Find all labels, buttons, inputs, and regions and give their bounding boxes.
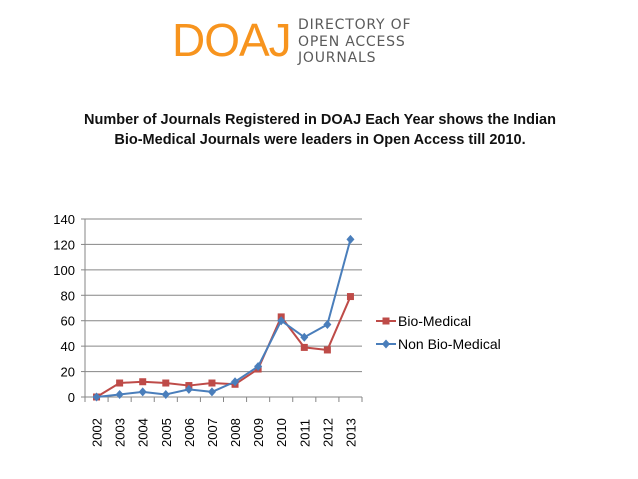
x-tick-label-2002: 2002 bbox=[90, 418, 105, 447]
data-point-non-bio-medical-2003 bbox=[115, 389, 124, 399]
data-point-bio-medical-2005 bbox=[162, 379, 170, 387]
legend-marker-non-bio-medical bbox=[382, 339, 390, 349]
data-point-non-bio-medical-2006 bbox=[184, 384, 193, 394]
doaj-logo-text: DIRECTORY OF OPEN ACCESS JOURNALS bbox=[298, 17, 411, 67]
x-tick-label-2011: 2011 bbox=[297, 419, 312, 447]
data-point-non-bio-medical-2013 bbox=[346, 234, 355, 244]
y-tick-label: 120 bbox=[53, 237, 75, 252]
y-tick-label: 0 bbox=[68, 390, 75, 405]
legend-label-non-bio-medical: Non Bio-Medical bbox=[398, 336, 501, 352]
y-tick-label: 60 bbox=[61, 314, 75, 329]
y-tick-label: 40 bbox=[61, 339, 75, 354]
logo-line-3: JOURNALS bbox=[298, 50, 377, 66]
x-tick-label-2008: 2008 bbox=[228, 418, 243, 447]
data-point-non-bio-medical-2002 bbox=[92, 392, 101, 402]
x-tick-label-2013: 2013 bbox=[343, 418, 358, 447]
data-point-non-bio-medical-2004 bbox=[138, 387, 147, 397]
data-point-bio-medical-2011 bbox=[300, 343, 308, 351]
data-point-non-bio-medical-2010 bbox=[277, 316, 286, 326]
x-tick-label-2004: 2004 bbox=[136, 418, 151, 447]
data-point-bio-medical-2004 bbox=[139, 378, 147, 386]
data-point-non-bio-medical-2009 bbox=[254, 361, 263, 371]
x-tick-label-2009: 2009 bbox=[251, 418, 266, 447]
data-point-bio-medical-2003 bbox=[116, 379, 124, 387]
chart-title: Number of Journals Registered in DOAJ Ea… bbox=[84, 112, 556, 148]
series-line-bio-medical bbox=[96, 296, 352, 398]
data-point-non-bio-medical-2007 bbox=[207, 387, 216, 397]
data-point-bio-medical-2007 bbox=[208, 379, 216, 387]
doaj-logo: DOAJ DIRECTORY OF OPEN ACCESS JOURNALS bbox=[172, 14, 412, 70]
x-tick-label-2005: 2005 bbox=[159, 418, 174, 447]
data-point-non-bio-medical-2011 bbox=[300, 332, 309, 342]
data-point-non-bio-medical-2012 bbox=[323, 320, 332, 330]
series-line-non-bio-medical bbox=[96, 239, 352, 398]
x-tick-label-2010: 2010 bbox=[274, 418, 289, 447]
doaj-logo-mark: DOAJ bbox=[172, 14, 292, 66]
data-point-bio-medical-2013 bbox=[346, 293, 354, 301]
data-point-bio-medical-2012 bbox=[323, 346, 331, 354]
y-tick-label: 20 bbox=[61, 365, 75, 380]
data-point-non-bio-medical-2008 bbox=[231, 377, 240, 387]
y-tick-label: 100 bbox=[53, 263, 75, 278]
x-tick-label-2007: 2007 bbox=[205, 418, 220, 447]
y-tick-label: 140 bbox=[53, 212, 75, 227]
x-tick-label-2006: 2006 bbox=[182, 418, 197, 447]
logo-line-2: OPEN ACCESS bbox=[298, 33, 406, 50]
x-tick-label-2012: 2012 bbox=[320, 418, 335, 447]
legend-marker-bio-medical bbox=[382, 317, 390, 325]
legend-label-bio-medical: Bio-Medical bbox=[398, 313, 471, 329]
logo-line-1: DIRECTORY OF bbox=[298, 17, 412, 33]
x-tick-label-2003: 2003 bbox=[113, 418, 128, 447]
y-tick-label: 80 bbox=[61, 288, 75, 303]
data-point-non-bio-medical-2005 bbox=[161, 389, 170, 399]
